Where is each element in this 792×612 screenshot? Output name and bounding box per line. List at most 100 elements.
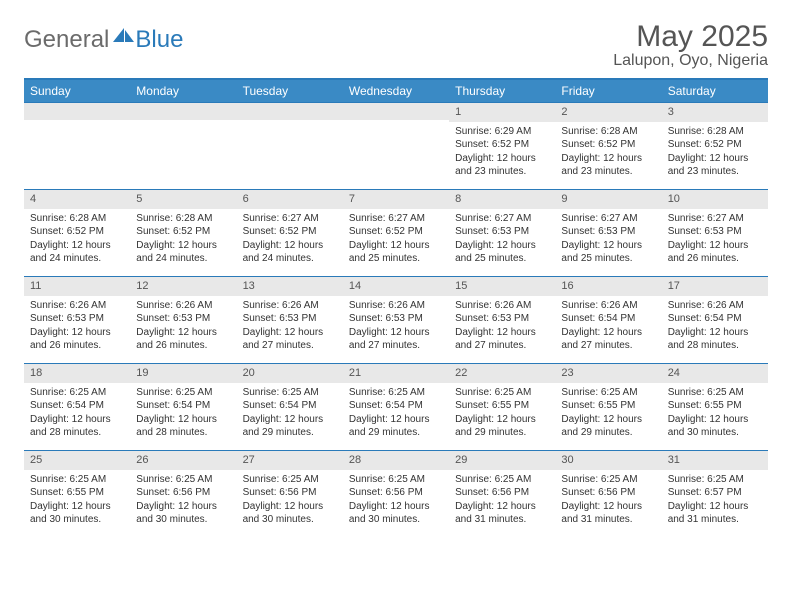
sunset-line: Sunset: 6:53 PM [668, 225, 762, 239]
day-content: Sunrise: 6:25 AMSunset: 6:54 PMDaylight:… [24, 383, 130, 444]
sunrise-line: Sunrise: 6:25 AM [136, 473, 230, 487]
day-cell: 20Sunrise: 6:25 AMSunset: 6:54 PMDayligh… [237, 364, 343, 450]
day-cell: 15Sunrise: 6:26 AMSunset: 6:53 PMDayligh… [449, 277, 555, 363]
day-cell: 10Sunrise: 6:27 AMSunset: 6:53 PMDayligh… [662, 190, 768, 276]
day-number: 24 [662, 364, 768, 383]
day-number: 31 [662, 451, 768, 470]
day-number: 2 [555, 103, 661, 122]
sunrise-line: Sunrise: 6:25 AM [668, 473, 762, 487]
sunrise-line: Sunrise: 6:26 AM [561, 299, 655, 313]
daylight-line: Daylight: 12 hours and 29 minutes. [561, 413, 655, 440]
sunset-line: Sunset: 6:54 PM [349, 399, 443, 413]
day-number: 9 [555, 190, 661, 209]
day-content: Sunrise: 6:26 AMSunset: 6:54 PMDaylight:… [555, 296, 661, 357]
day-cell: 14Sunrise: 6:26 AMSunset: 6:53 PMDayligh… [343, 277, 449, 363]
sunrise-line: Sunrise: 6:25 AM [455, 473, 549, 487]
day-content: Sunrise: 6:25 AMSunset: 6:56 PMDaylight:… [343, 470, 449, 531]
day-cell: 18Sunrise: 6:25 AMSunset: 6:54 PMDayligh… [24, 364, 130, 450]
day-number: 14 [343, 277, 449, 296]
daylight-line: Daylight: 12 hours and 24 minutes. [30, 239, 124, 266]
day-cell: 30Sunrise: 6:25 AMSunset: 6:56 PMDayligh… [555, 451, 661, 537]
day-cell: 1Sunrise: 6:29 AMSunset: 6:52 PMDaylight… [449, 103, 555, 189]
sunrise-line: Sunrise: 6:28 AM [136, 212, 230, 226]
sunrise-line: Sunrise: 6:25 AM [455, 386, 549, 400]
day-content [24, 120, 130, 180]
day-number: 18 [24, 364, 130, 383]
daylight-line: Daylight: 12 hours and 28 minutes. [136, 413, 230, 440]
day-cell: 28Sunrise: 6:25 AMSunset: 6:56 PMDayligh… [343, 451, 449, 537]
day-number [237, 103, 343, 120]
day-number: 28 [343, 451, 449, 470]
sunset-line: Sunset: 6:54 PM [136, 399, 230, 413]
day-content: Sunrise: 6:26 AMSunset: 6:53 PMDaylight:… [449, 296, 555, 357]
sunrise-line: Sunrise: 6:27 AM [561, 212, 655, 226]
day-number: 10 [662, 190, 768, 209]
day-cell: 11Sunrise: 6:26 AMSunset: 6:53 PMDayligh… [24, 277, 130, 363]
day-content: Sunrise: 6:25 AMSunset: 6:56 PMDaylight:… [130, 470, 236, 531]
sunrise-line: Sunrise: 6:28 AM [30, 212, 124, 226]
day-content: Sunrise: 6:28 AMSunset: 6:52 PMDaylight:… [662, 122, 768, 183]
day-cell: 6Sunrise: 6:27 AMSunset: 6:52 PMDaylight… [237, 190, 343, 276]
day-content: Sunrise: 6:28 AMSunset: 6:52 PMDaylight:… [130, 209, 236, 270]
day-cell: 24Sunrise: 6:25 AMSunset: 6:55 PMDayligh… [662, 364, 768, 450]
sunset-line: Sunset: 6:56 PM [455, 486, 549, 500]
week-row: 1Sunrise: 6:29 AMSunset: 6:52 PMDaylight… [24, 102, 768, 189]
day-content: Sunrise: 6:27 AMSunset: 6:53 PMDaylight:… [555, 209, 661, 270]
sunset-line: Sunset: 6:55 PM [455, 399, 549, 413]
day-cell: 25Sunrise: 6:25 AMSunset: 6:55 PMDayligh… [24, 451, 130, 537]
daylight-line: Daylight: 12 hours and 29 minutes. [243, 413, 337, 440]
day-cell: 5Sunrise: 6:28 AMSunset: 6:52 PMDaylight… [130, 190, 236, 276]
daylight-line: Daylight: 12 hours and 28 minutes. [668, 326, 762, 353]
day-content: Sunrise: 6:29 AMSunset: 6:52 PMDaylight:… [449, 122, 555, 183]
daylight-line: Daylight: 12 hours and 25 minutes. [455, 239, 549, 266]
day-content: Sunrise: 6:27 AMSunset: 6:52 PMDaylight:… [343, 209, 449, 270]
day-cell: 8Sunrise: 6:27 AMSunset: 6:53 PMDaylight… [449, 190, 555, 276]
sunset-line: Sunset: 6:55 PM [561, 399, 655, 413]
sunrise-line: Sunrise: 6:25 AM [243, 473, 337, 487]
daylight-line: Daylight: 12 hours and 24 minutes. [243, 239, 337, 266]
day-number: 15 [449, 277, 555, 296]
day-content: Sunrise: 6:25 AMSunset: 6:54 PMDaylight:… [130, 383, 236, 444]
brand-sail-icon [113, 28, 135, 44]
day-number: 8 [449, 190, 555, 209]
daylight-line: Daylight: 12 hours and 27 minutes. [243, 326, 337, 353]
day-number: 26 [130, 451, 236, 470]
day-content: Sunrise: 6:25 AMSunset: 6:56 PMDaylight:… [555, 470, 661, 531]
day-content: Sunrise: 6:26 AMSunset: 6:53 PMDaylight:… [343, 296, 449, 357]
day-of-week-cell: Tuesday [237, 80, 343, 102]
daylight-line: Daylight: 12 hours and 27 minutes. [561, 326, 655, 353]
sunrise-line: Sunrise: 6:26 AM [455, 299, 549, 313]
day-content: Sunrise: 6:25 AMSunset: 6:55 PMDaylight:… [449, 383, 555, 444]
week-row: 4Sunrise: 6:28 AMSunset: 6:52 PMDaylight… [24, 189, 768, 276]
sunset-line: Sunset: 6:52 PM [243, 225, 337, 239]
daylight-line: Daylight: 12 hours and 27 minutes. [455, 326, 549, 353]
month-title: May 2025 [613, 20, 768, 54]
day-cell [343, 103, 449, 189]
daylight-line: Daylight: 12 hours and 31 minutes. [455, 500, 549, 527]
daylight-line: Daylight: 12 hours and 23 minutes. [668, 152, 762, 179]
daylight-line: Daylight: 12 hours and 24 minutes. [136, 239, 230, 266]
sunrise-line: Sunrise: 6:29 AM [455, 125, 549, 139]
sunset-line: Sunset: 6:53 PM [349, 312, 443, 326]
sunrise-line: Sunrise: 6:26 AM [668, 299, 762, 313]
sunrise-line: Sunrise: 6:26 AM [136, 299, 230, 313]
day-content: Sunrise: 6:26 AMSunset: 6:53 PMDaylight:… [237, 296, 343, 357]
sunset-line: Sunset: 6:53 PM [455, 225, 549, 239]
day-number [24, 103, 130, 120]
sunrise-line: Sunrise: 6:26 AM [30, 299, 124, 313]
header: General Blue May 2025 Lalupon, Oyo, Nige… [24, 20, 768, 70]
sunrise-line: Sunrise: 6:26 AM [349, 299, 443, 313]
day-number: 11 [24, 277, 130, 296]
day-number: 4 [24, 190, 130, 209]
sunset-line: Sunset: 6:53 PM [455, 312, 549, 326]
day-content: Sunrise: 6:27 AMSunset: 6:53 PMDaylight:… [449, 209, 555, 270]
day-content: Sunrise: 6:28 AMSunset: 6:52 PMDaylight:… [24, 209, 130, 270]
sunset-line: Sunset: 6:52 PM [668, 138, 762, 152]
day-content [237, 120, 343, 180]
day-cell: 26Sunrise: 6:25 AMSunset: 6:56 PMDayligh… [130, 451, 236, 537]
calendar: SundayMondayTuesdayWednesdayThursdayFrid… [24, 78, 768, 537]
daylight-line: Daylight: 12 hours and 30 minutes. [349, 500, 443, 527]
day-content: Sunrise: 6:27 AMSunset: 6:52 PMDaylight:… [237, 209, 343, 270]
daylight-line: Daylight: 12 hours and 26 minutes. [668, 239, 762, 266]
day-number: 6 [237, 190, 343, 209]
